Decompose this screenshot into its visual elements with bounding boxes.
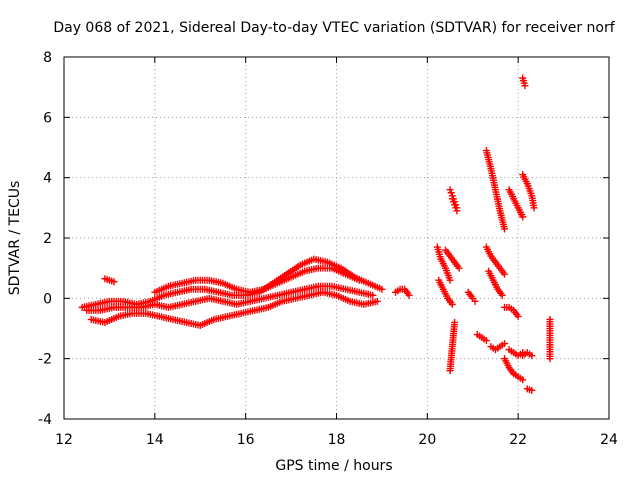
data-point (446, 367, 454, 375)
x-tick-label: 18 (328, 432, 346, 448)
y-tick-label: 2 (43, 231, 52, 247)
data-points (78, 74, 554, 394)
data-point (405, 291, 413, 299)
y-tick-label: -4 (38, 412, 52, 428)
x-tick-label: 22 (509, 432, 527, 448)
data-point (369, 291, 377, 299)
y-tick-label: -2 (38, 352, 52, 368)
x-tick-label: 16 (237, 432, 255, 448)
x-tick-label: 24 (600, 432, 618, 448)
data-point (530, 204, 538, 212)
data-point (482, 337, 490, 345)
data-point (514, 312, 522, 320)
data-point (498, 291, 506, 299)
data-point (373, 297, 381, 305)
data-point (528, 352, 536, 360)
data-point (448, 300, 456, 308)
y-tick-label: 0 (43, 291, 52, 307)
data-point (378, 285, 386, 293)
x-tick-label: 14 (146, 432, 164, 448)
data-point (501, 340, 509, 348)
data-point (455, 264, 463, 272)
data-point (110, 278, 118, 286)
data-point (501, 270, 509, 278)
data-point (519, 213, 527, 221)
data-point (355, 276, 363, 284)
x-axis-label: GPS time / hours (275, 458, 392, 474)
y-tick-label: 8 (43, 50, 52, 66)
data-point (446, 276, 454, 284)
y-axis-label: SDTVAR / TECUs (7, 181, 23, 296)
data-point (519, 376, 527, 384)
data-point (501, 225, 509, 233)
data-point (546, 355, 554, 363)
x-tick-label: 20 (418, 432, 436, 448)
data-point (521, 82, 529, 90)
data-point (471, 297, 479, 305)
x-tick-label: 12 (55, 432, 73, 448)
data-point (453, 207, 461, 215)
y-tick-label: 4 (43, 171, 52, 187)
chart-title: Day 068 of 2021, Sidereal Day-to-day VTE… (53, 20, 615, 36)
data-point (528, 386, 536, 394)
grid-lines (64, 57, 609, 419)
y-tick-label: 6 (43, 110, 52, 126)
